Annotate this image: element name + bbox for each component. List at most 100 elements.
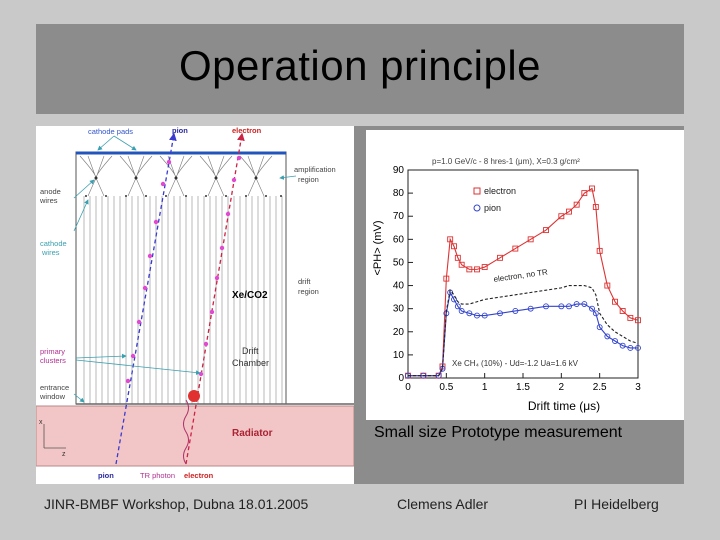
x-tick-label: 1 (482, 382, 488, 393)
x-tick-label: 2.5 (593, 382, 607, 393)
data-point-electron (581, 190, 588, 197)
axis-x-label: x (39, 419, 43, 426)
data-point-electron (466, 266, 473, 273)
data-point-pion (627, 345, 634, 351)
data-point-electron (635, 317, 641, 324)
label-gas: Xe/CO2 (232, 290, 268, 301)
data-point-electron (592, 204, 599, 210)
detector-svg: x z cathode pads pion electron amplifica… (35, 126, 355, 480)
data-point-pion (466, 310, 473, 317)
series-line-pion (408, 290, 638, 377)
chart-series (405, 185, 641, 379)
data-point-electron (543, 227, 549, 234)
chart-caption: Small size Prototype measurement (374, 424, 623, 441)
data-point-pion (596, 324, 603, 331)
data-point-electron (454, 254, 461, 261)
data-point-electron (573, 201, 580, 208)
y-tick-label: 80 (393, 188, 405, 199)
data-point-electron (481, 264, 488, 271)
legend-pion-marker (473, 204, 481, 212)
label-electron-bottom: electron (184, 471, 214, 480)
y-tick-label: 20 (393, 327, 405, 338)
data-point-pion (481, 312, 488, 319)
data-point-pion (451, 296, 457, 303)
x-tick-label: 3 (635, 382, 641, 393)
tr-photon-wave (183, 399, 189, 465)
chart-svg: p=1.0 GeV/c - 8 hres-1 (μm), X=0.3 g/cm²… (372, 157, 641, 413)
y-tick-label: 30 (393, 304, 405, 315)
x-tick-label: 2 (559, 382, 565, 393)
title-bar (36, 24, 684, 114)
chart-xlabel: Drift time (μs) (528, 399, 600, 413)
data-point-electron (558, 213, 565, 220)
data-point-electron (458, 261, 465, 268)
data-point-pion (612, 338, 618, 344)
label-electron-top: electron (232, 126, 262, 135)
label-entrance-window: entrance window (39, 383, 69, 401)
data-point-electron (512, 245, 519, 252)
label-drift-region: drift region (298, 277, 319, 296)
drift-field-lines (83, 196, 283, 404)
cathode-wires (85, 195, 282, 197)
y-tick-label: 60 (393, 234, 405, 245)
data-point-pion (454, 303, 461, 310)
data-point-pion (527, 305, 534, 312)
radiator-block (35, 405, 355, 467)
amplification-field-lines (79, 155, 273, 197)
primary-clusters (125, 155, 242, 384)
label-amplification: amplification region (294, 165, 336, 184)
label-pion-top: pion (172, 126, 188, 135)
data-point-pion (512, 308, 519, 314)
data-point-pion (635, 345, 641, 351)
label-cathode-wires: cathode wires (40, 239, 67, 257)
chamber-frame (75, 151, 287, 405)
x-tick-label: 0 (405, 382, 411, 393)
legend-electron: electron (484, 186, 516, 196)
series-line-electron-no-tr (408, 285, 639, 377)
data-point-pion (497, 310, 503, 317)
data-point-electron (566, 208, 572, 215)
detector-diagram: x z cathode pads pion electron amplifica… (35, 126, 355, 484)
data-point-electron (589, 185, 595, 192)
anode-wires (94, 176, 258, 180)
data-point-electron (443, 275, 450, 282)
annotation-arrows (73, 135, 297, 403)
pulse-height-chart: p=1.0 GeV/c - 8 hres-1 (μm), X=0.3 g/cm²… (366, 130, 684, 420)
footer-right: PI Heidelberg (574, 496, 659, 512)
data-point-pion (558, 303, 565, 310)
series-line-electron (408, 187, 639, 377)
data-point-pion (619, 342, 626, 349)
label-primary-clusters: primary clusters (40, 347, 66, 365)
data-point-pion (458, 308, 465, 314)
label-drift-chamber: Drift Chamber (232, 346, 269, 368)
y-tick-label: 50 (393, 257, 405, 268)
data-point-electron (596, 247, 603, 254)
x-tick-label: 1.5 (516, 382, 530, 393)
axis-z-label: z (62, 451, 66, 458)
chart-annotation-top: p=1.0 GeV/c - 8 hres-1 (μm), X=0.3 g/cm² (432, 157, 580, 166)
label-anode-wires: anode wires (39, 187, 61, 205)
label-tr-photon: TR photon (140, 471, 175, 480)
coordinate-axes (43, 424, 66, 449)
data-point-electron (474, 266, 480, 273)
legend-electron-marker (473, 187, 481, 195)
data-point-pion (581, 301, 588, 307)
slide-title: Operation principle (178, 42, 542, 89)
x-tick-label: 0.5 (439, 382, 453, 393)
label-pion-bottom: pion (98, 471, 114, 480)
data-point-electron (527, 236, 534, 243)
data-point-pion (592, 310, 599, 317)
y-tick-label: 10 (393, 350, 405, 361)
y-tick-label: 40 (393, 281, 405, 292)
data-point-pion (435, 372, 442, 379)
data-point-electron (451, 243, 457, 250)
y-tick-label: 90 (393, 165, 405, 176)
data-point-electron (619, 308, 626, 314)
label-cathode-pads: cathode pads (88, 127, 133, 136)
y-tick-label: 70 (393, 211, 405, 222)
data-point-pion (573, 301, 580, 307)
legend-pion: pion (484, 203, 501, 213)
data-point-electron (604, 282, 611, 289)
data-point-electron (627, 314, 634, 321)
